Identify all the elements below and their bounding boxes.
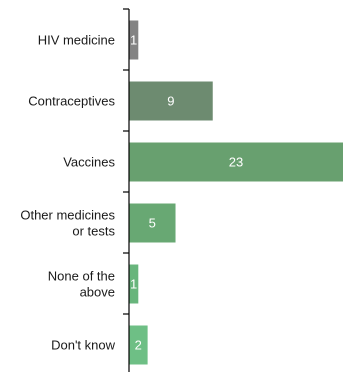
category-label-line: Contraceptives bbox=[28, 94, 115, 109]
category-label-line: None of the bbox=[48, 269, 115, 284]
bar-3 bbox=[129, 203, 176, 243]
category-label-4: None of the above bbox=[48, 269, 115, 300]
value-label-3: 5 bbox=[149, 216, 156, 231]
value-label-5: 2 bbox=[135, 338, 142, 353]
bar-4 bbox=[129, 264, 139, 304]
bar-0 bbox=[129, 20, 139, 60]
bar-1 bbox=[129, 81, 213, 121]
value-label-1: 9 bbox=[167, 94, 174, 109]
category-labels-group: HIV medicine Contraceptives Vaccines Other … bbox=[20, 33, 115, 353]
category-label-line: or tests bbox=[72, 224, 115, 239]
category-label-5: Don't know bbox=[51, 338, 116, 353]
category-label-line: Vaccines bbox=[63, 155, 115, 170]
category-label-1: Contraceptives bbox=[28, 94, 115, 109]
bar-5 bbox=[129, 325, 148, 365]
category-label-line: above bbox=[80, 285, 115, 300]
category-label-line: HIV medicine bbox=[38, 33, 115, 48]
bars-group: 1 9 23 5 1 2 bbox=[129, 20, 343, 365]
bar-2 bbox=[129, 142, 343, 182]
category-label-2: Vaccines bbox=[63, 155, 115, 170]
value-label-0: 1 bbox=[130, 33, 137, 48]
value-label-4: 1 bbox=[130, 277, 137, 292]
category-label-3: Other medicines or tests bbox=[20, 208, 115, 239]
category-label-0: HIV medicine bbox=[38, 33, 115, 48]
category-label-line: Don't know bbox=[51, 338, 116, 353]
y-axis bbox=[123, 8, 130, 372]
value-label-2: 23 bbox=[229, 155, 243, 170]
category-label-line: Other medicines bbox=[20, 208, 115, 223]
